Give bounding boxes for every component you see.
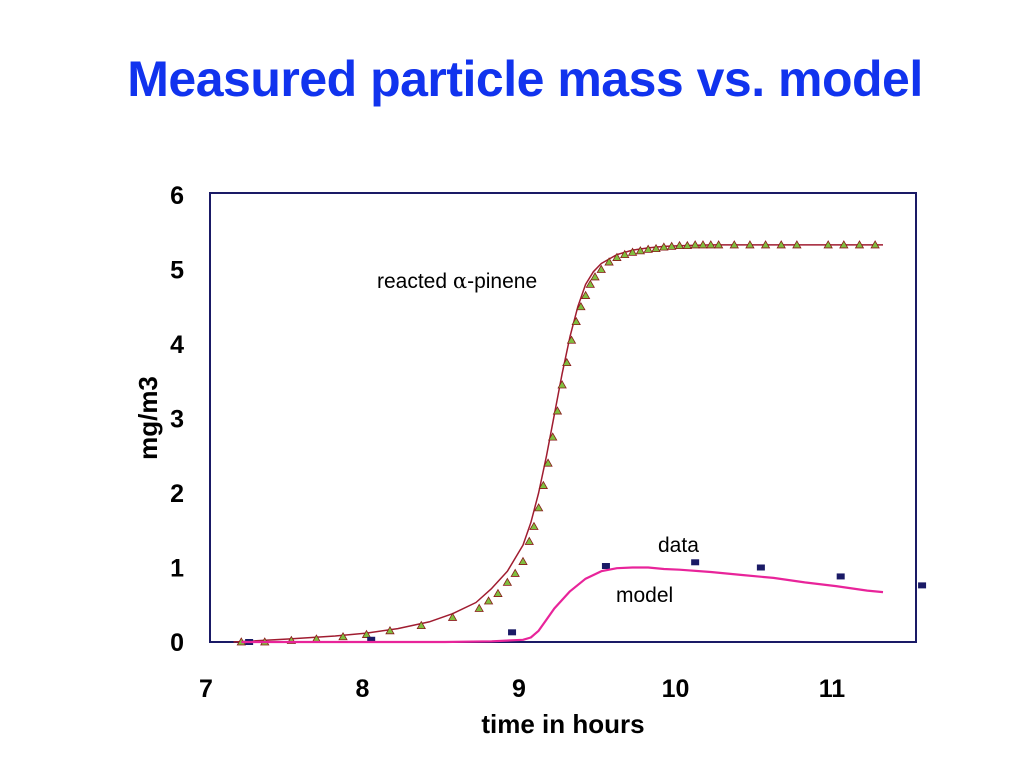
y-tick-label: 6 (170, 182, 184, 210)
pinene-point (620, 249, 630, 259)
pinene-point (571, 316, 581, 326)
plot-area-frame (209, 192, 917, 643)
pinene-point (792, 240, 802, 249)
pinene-point (666, 241, 677, 250)
x-axis-title: time in hours (481, 709, 644, 739)
data-point (367, 636, 376, 643)
pinene-point (854, 240, 865, 249)
annotation-reacted-pinene: reacted α-pinene (377, 269, 537, 293)
pinene-point (447, 612, 458, 621)
pinene-point (713, 240, 724, 249)
pinene-point (651, 243, 661, 253)
x-tick-label: 10 (662, 675, 690, 703)
pinene-point (590, 272, 600, 281)
pinene-point (659, 242, 669, 251)
pinene-point (839, 240, 849, 249)
data-point (836, 573, 845, 580)
pinene-point (529, 521, 539, 530)
pinene-point (538, 480, 549, 489)
pinene-point (745, 240, 755, 249)
pinene-point (474, 603, 484, 612)
pinene-point (483, 596, 494, 605)
pinene-point (643, 244, 653, 253)
pinene-point (510, 568, 520, 577)
pinene-point (776, 240, 786, 249)
pinene-point (543, 458, 553, 467)
pinene-point (823, 240, 833, 249)
pinene-point (729, 240, 739, 249)
pinene-point (576, 301, 586, 311)
annotation-data: data (658, 534, 699, 557)
series-layer (233, 240, 927, 646)
data-point (756, 564, 765, 571)
x-tick-label: 8 (356, 675, 370, 703)
pinene-point (502, 577, 513, 586)
pinene-point (698, 240, 708, 249)
pinene-point (604, 257, 614, 266)
y-tick-label: 5 (170, 257, 184, 285)
annotation-pinene-prefix: reacted (377, 270, 453, 293)
x-tick-label: 11 (819, 675, 846, 703)
pinene-point (566, 335, 577, 344)
y-tick-label: 2 (170, 480, 184, 508)
pinene-point (548, 432, 558, 441)
y-axis-title: mg/m3 (133, 376, 163, 460)
pinene-point (493, 588, 503, 597)
y-tick-label: 1 (170, 555, 184, 583)
pinene-fit-line (233, 244, 883, 643)
pinene-point (338, 631, 348, 641)
pinene-point (706, 240, 716, 249)
pinene-point (552, 406, 563, 415)
x-tick-label: 9 (512, 675, 526, 703)
slide-title: Measured particle mass vs. model (127, 51, 923, 107)
annotation-pinene-suffix: -pinene (467, 270, 537, 293)
pinene-point (533, 503, 544, 512)
pinene-point (585, 279, 595, 288)
pinene-point (674, 240, 685, 250)
pinene-point (627, 247, 638, 256)
y-tick-label: 3 (170, 406, 184, 434)
x-tick-label: 7 (199, 675, 213, 703)
data-point (918, 582, 927, 589)
pinene-point (596, 264, 606, 273)
data-point (691, 559, 700, 566)
pinene-point (635, 246, 646, 255)
annotation-alpha-symbol: α (453, 269, 467, 293)
pinene-point (690, 240, 700, 249)
pinene-point (557, 380, 567, 389)
pinene-point (682, 240, 693, 250)
x-tick-labels: 7 8 9 10 11 (199, 675, 845, 703)
pinene-point (385, 626, 395, 635)
model-line (241, 566, 884, 644)
y-tick-label: 0 (170, 629, 184, 657)
pinene-point (760, 240, 771, 249)
y-tick-label: 4 (170, 331, 184, 359)
pinene-point (580, 290, 591, 299)
pinene-point (562, 357, 572, 367)
pinene-point (870, 240, 880, 249)
data-point (601, 563, 610, 570)
pinene-point (416, 620, 426, 630)
pinene-point (518, 556, 528, 565)
annotation-model: model (616, 584, 673, 607)
y-tick-labels: 0 1 2 3 4 5 6 (170, 182, 184, 657)
pinene-point (524, 536, 534, 545)
data-point (508, 629, 517, 636)
pinene-point (361, 629, 372, 638)
pinene-point (612, 252, 622, 261)
